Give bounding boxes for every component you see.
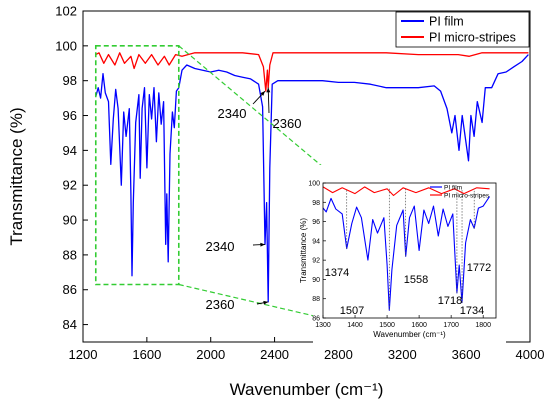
inset-y-tick-label: 96 bbox=[312, 219, 320, 226]
x-tick-label: 2400 bbox=[260, 347, 289, 362]
inset-series-line-pi-micro-stripes bbox=[323, 186, 490, 197]
y-tick-label: 92 bbox=[63, 178, 77, 193]
inset-y-tick-label: 98 bbox=[312, 200, 320, 207]
x-tick-label: 3200 bbox=[388, 347, 417, 362]
zoom-connector-top bbox=[178, 45, 324, 168]
annotation-arrowhead bbox=[260, 242, 265, 247]
x-axis-label: Wavenumber (cm⁻¹) bbox=[230, 380, 384, 399]
inset-y-tick-label: 94 bbox=[312, 238, 320, 245]
y-tick-label: 98 bbox=[63, 73, 77, 88]
annotation-arrowhead bbox=[263, 300, 269, 305]
annotation-label: 2340 bbox=[206, 239, 235, 254]
zoom-connector-bottom bbox=[178, 283, 324, 319]
x-tick-label: 1600 bbox=[132, 347, 161, 362]
annotation-label: 2360 bbox=[206, 297, 235, 312]
main-chart: 1200 1600 2000 2400 2800 3200 3600 4000 84 86 88 90… bbox=[7, 4, 544, 400]
inset-legend-label-pi-micro-stripes: PI micro-stripes bbox=[444, 193, 490, 200]
x-tick-label: 2800 bbox=[324, 347, 353, 362]
inset-curves bbox=[323, 186, 491, 311]
x-tick-label: 4000 bbox=[516, 347, 545, 362]
y-tick-label: 90 bbox=[63, 213, 77, 228]
inset-annotation-label: 1558 bbox=[404, 274, 428, 286]
inset-annotation-label: 1507 bbox=[340, 305, 364, 317]
y-tick-label: 100 bbox=[55, 38, 77, 53]
inset-x-tick-label: 1300 bbox=[315, 322, 331, 329]
inset-legend-label-pi-film: PI film bbox=[444, 185, 462, 192]
inset-annotation-label: 1718 bbox=[438, 295, 462, 307]
x-tick-label: 2000 bbox=[196, 347, 225, 362]
inset-x-tick-label: 1500 bbox=[379, 322, 395, 329]
legend-frame bbox=[395, 11, 530, 48]
inset-x-axis-label: Wavenumber (cm⁻¹) bbox=[373, 330, 446, 339]
inset-y-tick-label: 100 bbox=[308, 181, 320, 188]
inset-background bbox=[313, 165, 506, 347]
series-line-pi-micro-stripes bbox=[95, 52, 529, 92]
inset-y-tick-label: 88 bbox=[312, 296, 320, 303]
inset-annotation-label: 1772 bbox=[467, 262, 491, 274]
inset-annotation-label: 1374 bbox=[325, 267, 349, 279]
inset-annotation-label: 1734 bbox=[460, 305, 484, 317]
y-tick-label: 102 bbox=[55, 4, 77, 19]
annotation-arrowhead bbox=[260, 91, 265, 96]
y-axis-label: Transmittance (%) bbox=[7, 107, 26, 245]
y-tick-label: 94 bbox=[63, 143, 77, 158]
inset-y-tick-label: 86 bbox=[312, 316, 320, 323]
inset-x-tick-label: 1400 bbox=[347, 322, 363, 329]
y-tick-label: 96 bbox=[63, 108, 77, 123]
y-tick-label: 88 bbox=[63, 247, 77, 262]
annotation-label: 2360 bbox=[273, 116, 302, 131]
inset-y-axis-label: Transmittance (%) bbox=[299, 218, 308, 283]
inset-frame bbox=[322, 182, 497, 319]
inset-x-tick-label: 1800 bbox=[475, 322, 491, 329]
inset-chart: 1300 1400 1500 1600 1700 1800 86 88 90 92 94 96 98 10… bbox=[299, 165, 506, 347]
inset-x-tick-label: 1600 bbox=[411, 322, 427, 329]
inset-series-line-pi-film bbox=[323, 196, 491, 311]
inset-x-tick-label: 1700 bbox=[443, 322, 459, 329]
x-tick-label: 1200 bbox=[69, 347, 98, 362]
zoom-highlight-box bbox=[94, 45, 180, 286]
legend: PI film PI micro-stripes bbox=[395, 11, 530, 48]
y-tick-label: 86 bbox=[63, 282, 77, 297]
annotation-label: 2340 bbox=[218, 106, 247, 121]
y-tick-label: 84 bbox=[63, 317, 77, 332]
inset-y-tick-label: 92 bbox=[312, 258, 320, 265]
plot-frame bbox=[82, 10, 531, 343]
legend-label-pi-micro-stripes: PI micro-stripes bbox=[429, 31, 516, 45]
x-tick-label: 3600 bbox=[452, 347, 481, 362]
annotation-arrowhead bbox=[266, 87, 271, 93]
legend-label-pi-film: PI film bbox=[429, 15, 464, 29]
inset-y-tick-label: 90 bbox=[312, 277, 320, 284]
